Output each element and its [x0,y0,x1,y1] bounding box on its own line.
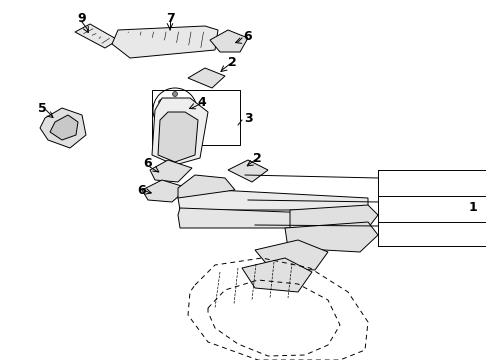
Polygon shape [75,24,118,48]
Text: 5: 5 [38,102,47,114]
Circle shape [186,116,192,121]
Polygon shape [142,180,188,202]
Text: 2: 2 [228,55,236,68]
Polygon shape [40,108,86,148]
Polygon shape [50,115,78,140]
Text: 3: 3 [244,112,252,125]
Polygon shape [150,160,192,182]
Polygon shape [152,98,208,165]
Circle shape [159,99,164,104]
Text: 6: 6 [244,30,252,42]
Text: 6: 6 [138,184,147,197]
Text: 7: 7 [166,12,174,24]
Polygon shape [210,30,248,52]
Circle shape [159,116,164,121]
Polygon shape [158,112,198,162]
Polygon shape [228,160,268,182]
Polygon shape [178,208,368,228]
Polygon shape [285,222,378,252]
Circle shape [167,102,183,118]
Text: 4: 4 [197,95,206,108]
Polygon shape [188,68,225,88]
Text: 6: 6 [144,157,152,170]
Circle shape [186,99,192,104]
Text: 9: 9 [78,12,86,24]
Polygon shape [290,205,378,228]
Bar [152,90,240,145]
Polygon shape [242,258,312,292]
Polygon shape [178,175,235,198]
Polygon shape [178,188,368,210]
Polygon shape [255,240,328,270]
Circle shape [172,91,177,96]
Text: 2: 2 [253,152,261,165]
Polygon shape [112,26,218,58]
Circle shape [172,123,177,129]
Text: 1: 1 [468,201,477,213]
